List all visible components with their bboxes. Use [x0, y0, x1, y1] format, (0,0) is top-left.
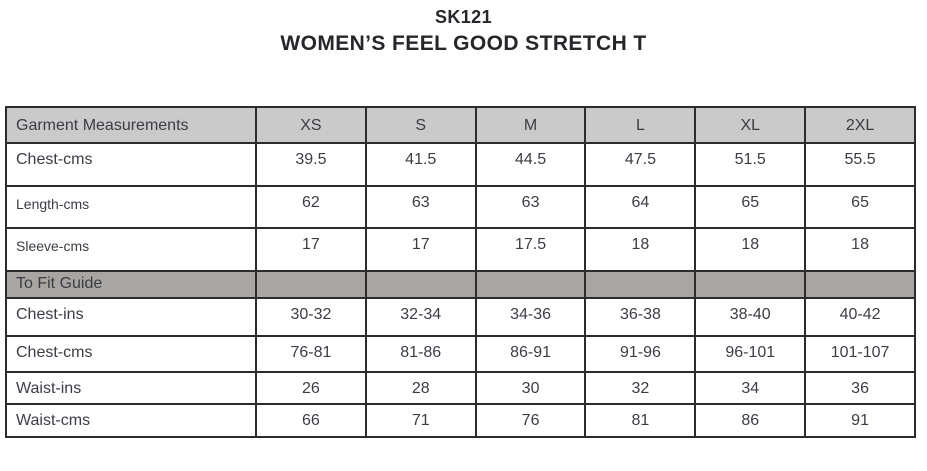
- row-label: Waist-cms: [5, 402, 257, 438]
- row-label: Sleeve-cms: [5, 226, 257, 272]
- cell-value: 51.5: [694, 141, 807, 187]
- row-label: Chest-ins: [5, 296, 257, 337]
- table-row-sleeve-cms: Sleeve-cms 17 17 17.5 18 18 18: [5, 226, 916, 272]
- section-empty-cell: [584, 269, 697, 299]
- cell-value: 17: [255, 226, 367, 272]
- cell-value: 17: [364, 226, 477, 272]
- table-row-waist-ins: Waist-ins 26 28 30 32 34 36: [5, 370, 916, 405]
- cell-value: 38-40: [694, 296, 807, 337]
- header-size-xs: XS: [255, 105, 367, 144]
- cell-value: 66: [255, 402, 367, 438]
- cell-value: 36-38: [584, 296, 697, 337]
- product-name: WOMEN’S FEEL GOOD STRETCH T: [280, 31, 647, 55]
- cell-value: 40-42: [804, 296, 916, 337]
- header-garment-measurements: Garment Measurements: [5, 105, 257, 144]
- cell-value: 17.5: [474, 226, 587, 272]
- cell-value: 76-81: [255, 334, 367, 373]
- cell-value: 64: [584, 184, 697, 229]
- cell-value: 39.5: [255, 141, 367, 187]
- row-label: Waist-ins: [5, 370, 257, 405]
- section-empty-cell: [364, 269, 477, 299]
- header-size-xl: XL: [694, 105, 807, 144]
- section-label: To Fit Guide: [5, 269, 257, 299]
- row-label: Chest-cms: [5, 141, 257, 187]
- cell-value: 63: [364, 184, 477, 229]
- cell-value: 91-96: [584, 334, 697, 373]
- cell-value: 30: [474, 370, 587, 405]
- cell-value: 65: [804, 184, 916, 229]
- table-row-length-cms: Length-cms 62 63 63 64 65 65: [5, 184, 916, 229]
- cell-value: 44.5: [474, 141, 587, 187]
- cell-value: 34-36: [474, 296, 587, 337]
- cell-value: 18: [584, 226, 697, 272]
- cell-value: 32: [584, 370, 697, 405]
- cell-value: 81: [584, 402, 697, 438]
- section-empty-cell: [694, 269, 807, 299]
- header-size-s: S: [364, 105, 477, 144]
- cell-value: 76: [474, 402, 587, 438]
- product-code: SK121: [434, 7, 493, 27]
- section-empty-cell: [474, 269, 587, 299]
- table-header-row: Garment Measurements XS S M L XL 2XL: [5, 105, 916, 144]
- cell-value: 65: [694, 184, 807, 229]
- cell-value: 18: [804, 226, 916, 272]
- cell-value: 32-34: [364, 296, 477, 337]
- section-empty-cell: [255, 269, 367, 299]
- cell-value: 28: [364, 370, 477, 405]
- cell-value: 96-101: [694, 334, 807, 373]
- cell-value: 34: [694, 370, 807, 405]
- row-label: Chest-cms: [5, 334, 257, 373]
- table-row-chest-cms-fit: Chest-cms 76-81 81-86 86-91 91-96 96-101…: [5, 334, 916, 373]
- section-empty-cell: [804, 269, 916, 299]
- header-size-2xl: 2XL: [804, 105, 916, 144]
- cell-value: 47.5: [584, 141, 697, 187]
- cell-value: 36: [804, 370, 916, 405]
- cell-value: 62: [255, 184, 367, 229]
- cell-value: 101-107: [804, 334, 916, 373]
- header-size-m: M: [474, 105, 587, 144]
- table-section-to-fit-guide: To Fit Guide: [5, 269, 916, 299]
- cell-value: 91: [804, 402, 916, 438]
- cell-value: 71: [364, 402, 477, 438]
- cell-value: 30-32: [255, 296, 367, 337]
- row-label: Length-cms: [5, 184, 257, 229]
- size-chart-table: Garment Measurements XS S M L XL 2XL Che…: [5, 105, 916, 438]
- cell-value: 18: [694, 226, 807, 272]
- table-row-chest-ins: Chest-ins 30-32 32-34 34-36 36-38 38-40 …: [5, 296, 916, 337]
- cell-value: 86: [694, 402, 807, 438]
- cell-value: 41.5: [364, 141, 477, 187]
- table-row-waist-cms: Waist-cms 66 71 76 81 86 91: [5, 402, 916, 438]
- cell-value: 86-91: [474, 334, 587, 373]
- cell-value: 63: [474, 184, 587, 229]
- header-size-l: L: [584, 105, 697, 144]
- cell-value: 55.5: [804, 141, 916, 187]
- cell-value: 26: [255, 370, 367, 405]
- table-row-chest-cms: Chest-cms 39.5 41.5 44.5 47.5 51.5 55.5: [5, 141, 916, 187]
- page-title: SK121 WOMEN’S FEEL GOOD STRETCH T: [0, 0, 927, 56]
- cell-value: 81-86: [364, 334, 477, 373]
